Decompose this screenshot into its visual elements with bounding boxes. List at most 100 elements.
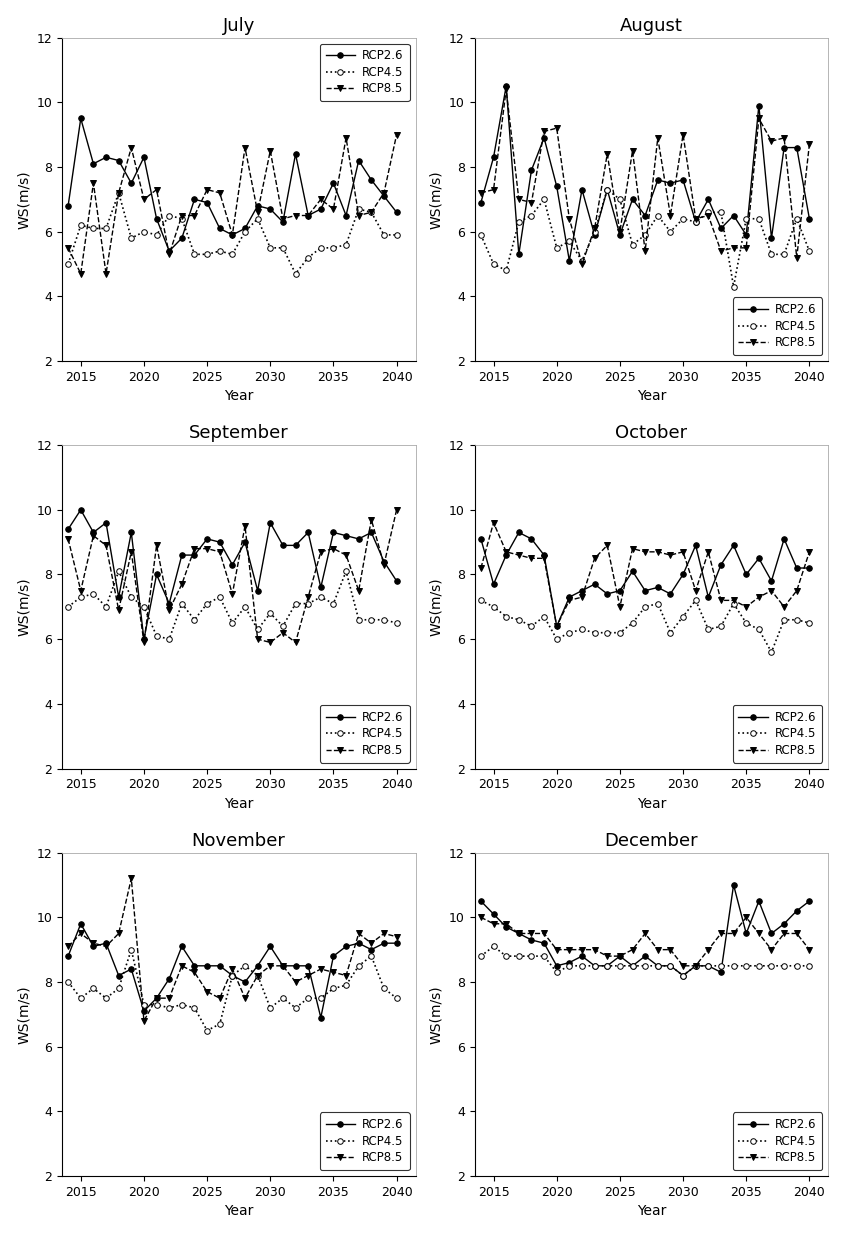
RCP8.5	[341, 968, 351, 983]
RCP4.5	[778, 613, 788, 627]
RCP8.5	[378, 926, 388, 941]
X-axis label: Year: Year	[224, 797, 253, 811]
RCP8.5	[378, 557, 388, 572]
Line: RCP2.6: RCP2.6	[65, 921, 399, 1020]
RCP2.6	[365, 173, 376, 188]
Y-axis label: WS(m/s): WS(m/s)	[429, 986, 443, 1044]
RCP4.5	[240, 958, 250, 973]
RCP8.5	[677, 545, 687, 559]
RCP8.5	[639, 243, 649, 258]
RCP2.6	[316, 201, 326, 216]
RCP2.6	[202, 531, 212, 546]
RCP4.5	[576, 958, 587, 973]
RCP4.5	[265, 241, 275, 256]
RCP8.5	[778, 131, 788, 146]
RCP2.6	[513, 247, 523, 262]
RCP8.5	[113, 926, 123, 941]
RCP4.5	[100, 599, 111, 614]
RCP2.6	[227, 968, 237, 983]
RCP8.5	[538, 124, 549, 138]
RCP8.5	[151, 538, 161, 553]
RCP2.6	[214, 221, 225, 236]
RCP8.5	[488, 916, 498, 931]
RCP4.5	[354, 613, 364, 627]
RCP8.5	[378, 185, 388, 200]
RCP2.6	[176, 939, 187, 953]
RCP8.5	[328, 965, 338, 979]
RCP4.5	[290, 1000, 300, 1015]
RCP8.5	[803, 942, 814, 957]
RCP2.6	[252, 958, 262, 973]
RCP4.5	[589, 225, 599, 240]
RCP2.6	[715, 221, 725, 236]
RCP2.6	[76, 111, 86, 126]
RCP2.6	[475, 531, 485, 546]
RCP2.6	[63, 948, 73, 963]
RCP4.5	[214, 590, 225, 605]
RCP8.5	[715, 243, 725, 258]
RCP8.5	[791, 583, 801, 598]
RCP4.5	[151, 997, 161, 1011]
RCP4.5	[564, 625, 574, 640]
RCP8.5	[728, 241, 738, 256]
RCP8.5	[252, 205, 262, 220]
RCP4.5	[316, 990, 326, 1005]
RCP2.6	[627, 958, 637, 973]
RCP8.5	[664, 547, 674, 562]
RCP4.5	[551, 632, 561, 647]
RCP4.5	[76, 990, 86, 1005]
RCP2.6	[252, 199, 262, 214]
RCP8.5	[316, 191, 326, 206]
RCP2.6	[89, 939, 99, 953]
RCP8.5	[500, 545, 511, 559]
RCP8.5	[278, 211, 288, 226]
RCP4.5	[803, 615, 814, 630]
Legend: RCP2.6, RCP4.5, RCP8.5: RCP2.6, RCP4.5, RCP8.5	[319, 705, 409, 763]
RCP2.6	[791, 904, 801, 919]
RCP2.6	[365, 942, 376, 957]
RCP4.5	[728, 597, 738, 611]
RCP2.6	[303, 207, 313, 222]
RCP2.6	[240, 974, 250, 989]
RCP4.5	[690, 958, 700, 973]
RCP2.6	[328, 525, 338, 540]
RCP4.5	[202, 597, 212, 611]
RCP4.5	[290, 267, 300, 282]
Title: November: November	[192, 831, 285, 850]
RCP4.5	[766, 958, 776, 973]
RCP2.6	[778, 140, 788, 154]
RCP4.5	[354, 958, 364, 973]
RCP2.6	[791, 140, 801, 154]
RCP2.6	[677, 567, 687, 582]
RCP8.5	[576, 942, 587, 957]
RCP4.5	[100, 990, 111, 1005]
RCP4.5	[500, 948, 511, 963]
RCP8.5	[63, 241, 73, 256]
RCP2.6	[176, 231, 187, 246]
RCP2.6	[778, 531, 788, 546]
RCP4.5	[151, 227, 161, 242]
RCP8.5	[791, 926, 801, 941]
RCP8.5	[551, 942, 561, 957]
RCP2.6	[378, 936, 388, 951]
RCP4.5	[715, 205, 725, 220]
RCP4.5	[252, 211, 262, 226]
RCP4.5	[328, 981, 338, 995]
RCP8.5	[303, 207, 313, 222]
RCP2.6	[564, 590, 574, 605]
RCP8.5	[240, 990, 250, 1005]
RCP8.5	[278, 625, 288, 640]
RCP8.5	[365, 205, 376, 220]
RCP2.6	[728, 878, 738, 893]
RCP2.6	[664, 175, 674, 190]
RCP8.5	[391, 127, 401, 142]
RCP2.6	[138, 632, 149, 647]
RCP2.6	[475, 894, 485, 909]
RCP2.6	[189, 547, 199, 562]
RCP2.6	[728, 207, 738, 222]
RCP8.5	[316, 962, 326, 977]
RCP8.5	[202, 541, 212, 556]
RCP8.5	[214, 185, 225, 200]
RCP8.5	[278, 958, 288, 973]
RCP8.5	[589, 942, 599, 957]
